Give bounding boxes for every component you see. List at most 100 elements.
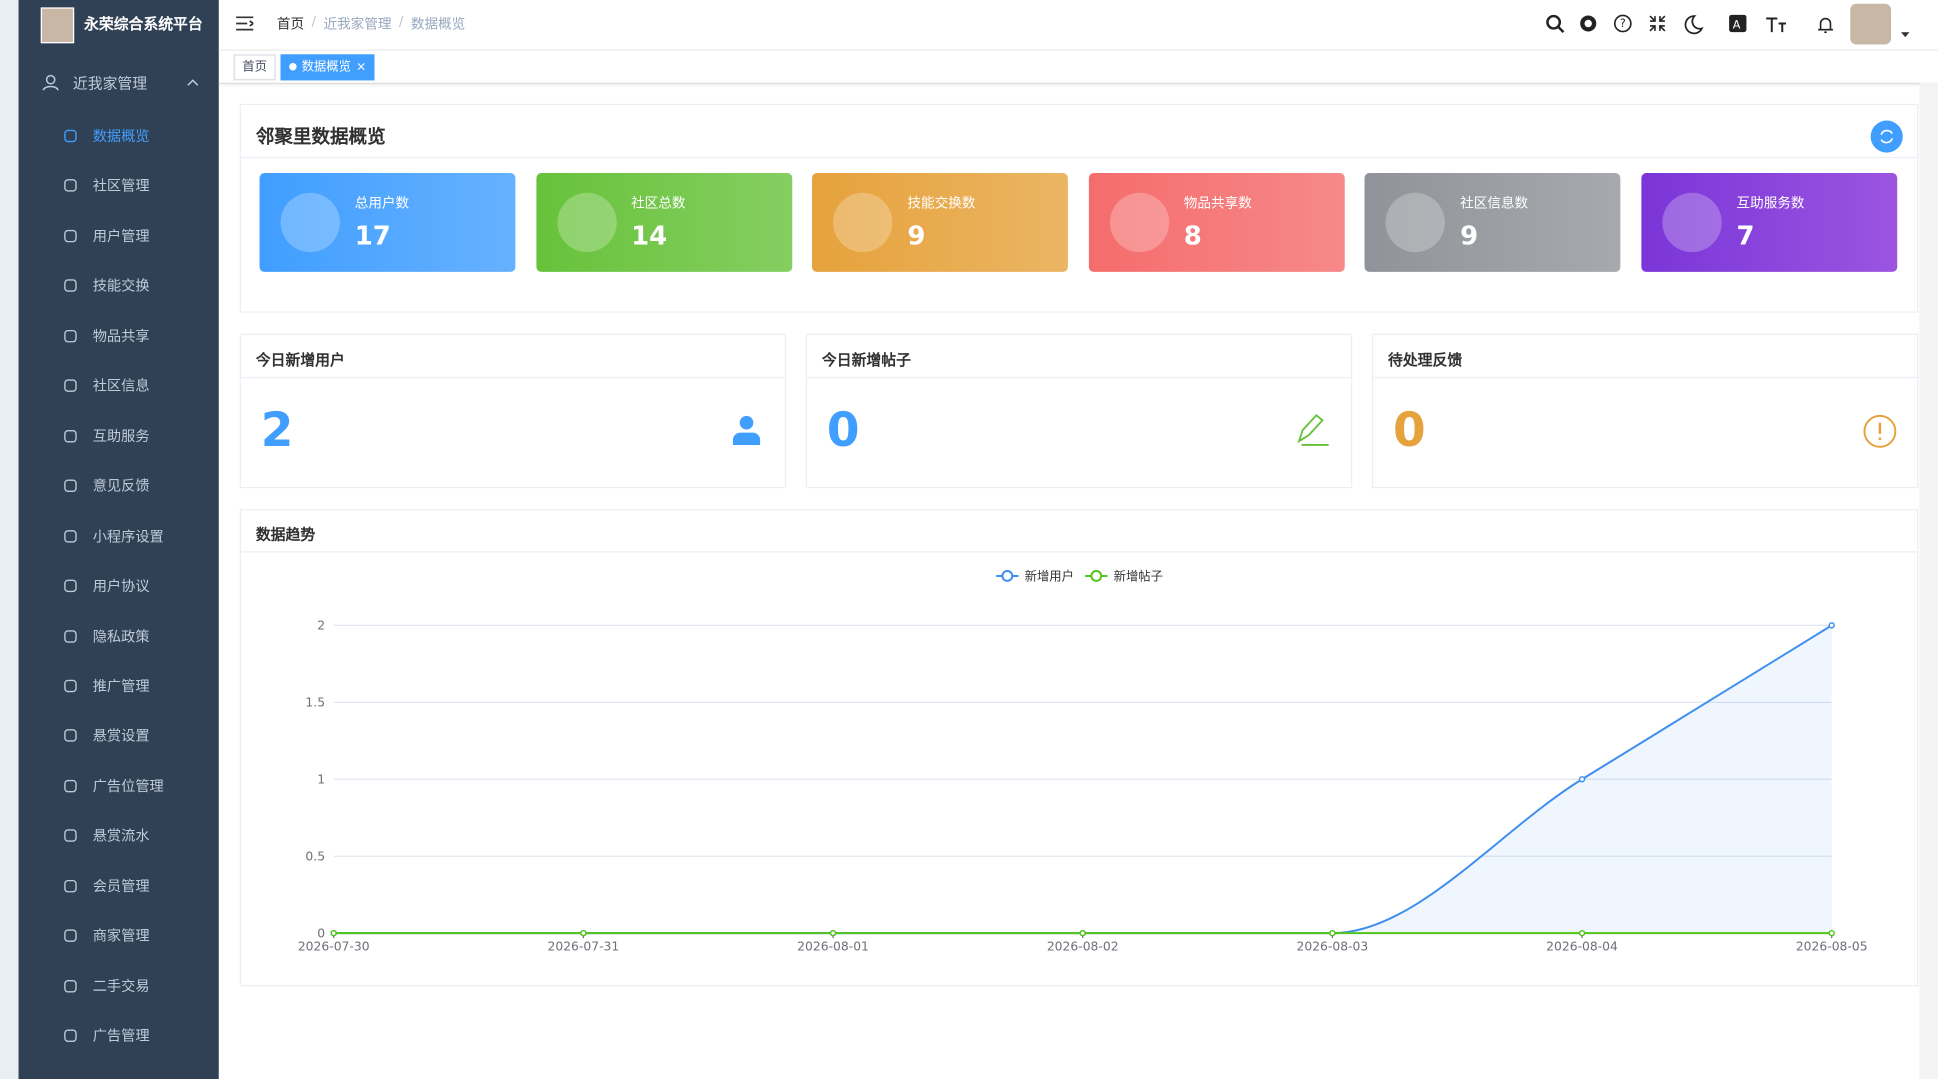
card-icon bbox=[280, 192, 340, 253]
y-tick-label: 0.5 bbox=[305, 850, 325, 864]
menu-icon-shape bbox=[64, 579, 77, 593]
chart-title: 数据趋势 bbox=[255, 525, 316, 544]
menu-item[interactable]: 用户协议 bbox=[92, 577, 150, 595]
menu-item[interactable]: 用户管理 bbox=[92, 227, 150, 245]
divider bbox=[1373, 376, 1917, 379]
menu-group[interactable]: 近我家管理 bbox=[72, 74, 148, 93]
icon-part bbox=[732, 432, 761, 445]
divider bbox=[807, 376, 1351, 379]
today-panel: 今日新增帖子 0 bbox=[805, 333, 1353, 489]
stat-card: 物品共享数 8 bbox=[1088, 173, 1345, 272]
today-icon bbox=[1863, 414, 1897, 448]
data-point bbox=[580, 929, 587, 937]
tag-label: 数据概览 bbox=[301, 60, 352, 75]
menu-icon-shape bbox=[64, 129, 77, 143]
today-value: 0 bbox=[826, 402, 860, 458]
menu-item[interactable]: 小程序设置 bbox=[92, 527, 164, 545]
tag[interactable]: 数据概览 × bbox=[280, 54, 375, 81]
chart-panel: 数据趋势 bbox=[239, 509, 1919, 987]
menu-item[interactable]: 隐私政策 bbox=[92, 627, 150, 645]
data-point bbox=[1578, 929, 1586, 937]
data-point bbox=[829, 929, 837, 937]
breadcrumb-item[interactable]: 近我家管理 bbox=[323, 16, 392, 33]
tag-label: 首页 bbox=[242, 60, 267, 75]
menu-icon bbox=[64, 1029, 77, 1043]
sidebar: 永荣综合系统平台 近我家管理 数据概览 社区管理 用户管理 技能交换 物品共享 社区信息互… bbox=[18, 0, 219, 1079]
stat-card: 总用户数 17 bbox=[259, 173, 516, 272]
menu-icon bbox=[64, 479, 77, 493]
card-icon bbox=[1662, 192, 1722, 253]
breadcrumb: 首页 / 近我家管理 / 数据概览 bbox=[277, 14, 465, 34]
side-strip bbox=[0, 0, 19, 1079]
card-label: 总用户数 bbox=[354, 195, 410, 212]
menu-item[interactable]: 数据概览 bbox=[92, 127, 150, 145]
card-label: 社区总数 bbox=[631, 195, 686, 212]
menu-item[interactable]: 社区管理 bbox=[92, 177, 150, 195]
menu-item[interactable]: 意见反馈 bbox=[92, 477, 150, 495]
svg-text:?: ? bbox=[1620, 17, 1626, 30]
tag-close: × bbox=[355, 60, 367, 75]
menu-item[interactable]: 互助服务 bbox=[92, 427, 150, 445]
menu-item[interactable]: 广告管理 bbox=[92, 1027, 150, 1045]
avatar-caret bbox=[1900, 32, 1910, 38]
stat-card: 技能交换数 9 bbox=[812, 173, 1069, 272]
card-value: 17 bbox=[354, 221, 391, 251]
scrollbar bbox=[1919, 82, 1938, 1079]
menu-icon bbox=[64, 579, 77, 593]
card-value: 8 bbox=[1183, 221, 1202, 251]
x-tick-label: 2026-08-04 bbox=[1546, 939, 1618, 953]
x-tick-label: 2026-08-05 bbox=[1796, 939, 1868, 953]
divider bbox=[241, 376, 785, 379]
svg-text:A: A bbox=[1733, 18, 1741, 31]
menu-icon bbox=[64, 879, 77, 893]
card-label: 技能交换数 bbox=[907, 195, 976, 212]
trend-chart: 0 0.5 1 1.5 2 2026-07-30 2026-07-31 2026-08-01 2… bbox=[298, 568, 1868, 953]
y-tick-label: 1.5 bbox=[305, 696, 325, 710]
menu-item[interactable]: 广告位管理 bbox=[92, 777, 164, 795]
menu-icon bbox=[64, 679, 77, 693]
breadcrumb-item[interactable]: 首页 bbox=[276, 16, 305, 33]
navbar: 首页 / 近我家管理 / 数据概览 ? A bbox=[218, 0, 1938, 51]
menu-item[interactable]: 社区信息 bbox=[92, 377, 150, 395]
legend-marker bbox=[1001, 570, 1014, 582]
menu-icon bbox=[64, 429, 77, 443]
menu-item[interactable]: 悬赏设置 bbox=[92, 727, 150, 745]
menu-item[interactable]: 悬赏流水 bbox=[92, 827, 150, 845]
data-point bbox=[1828, 929, 1835, 937]
card-label: 互助服务数 bbox=[1736, 195, 1805, 212]
menu-item[interactable]: 二手交易 bbox=[92, 977, 150, 995]
today-value: 2 bbox=[260, 402, 294, 458]
menu-icon-shape bbox=[64, 629, 77, 643]
x-tick-label: 2026-08-03 bbox=[1297, 939, 1369, 953]
legend-item[interactable]: 新增用户 bbox=[996, 568, 1074, 583]
hamburger[interactable] bbox=[236, 16, 254, 32]
menu-icon bbox=[64, 379, 77, 393]
breadcrumb-separator: / bbox=[311, 13, 317, 30]
series-area bbox=[333, 625, 1832, 934]
menu-item[interactable]: 商家管理 bbox=[92, 927, 150, 945]
menu-item[interactable]: 会员管理 bbox=[92, 877, 150, 895]
breadcrumb-item: 数据概览 bbox=[410, 16, 466, 33]
menu-icon bbox=[64, 129, 77, 143]
tag[interactable]: 首页 bbox=[233, 54, 276, 81]
legend-item[interactable]: 新增帖子 bbox=[1085, 568, 1163, 583]
data-point bbox=[1329, 929, 1336, 937]
card-value: 9 bbox=[907, 221, 926, 251]
overview-title: 邻聚里数据概览 bbox=[255, 125, 386, 148]
group-icon bbox=[42, 74, 59, 91]
menu-item[interactable]: 物品共享 bbox=[92, 327, 150, 345]
today-panel: 待处理反馈 0 bbox=[1371, 333, 1919, 489]
menu-item[interactable]: 推广管理 bbox=[92, 677, 150, 695]
icon-part bbox=[1863, 414, 1897, 448]
tag-dot bbox=[289, 63, 297, 71]
data-point bbox=[1578, 776, 1586, 783]
y-tick-label: 1 bbox=[317, 773, 325, 787]
x-tick-label: 2026-08-02 bbox=[1047, 939, 1119, 953]
toolbar-icons: ? A bbox=[1546, 14, 1833, 35]
menu-icon bbox=[64, 229, 77, 243]
refresh-button[interactable] bbox=[1870, 120, 1903, 153]
user-avatar[interactable] bbox=[1850, 3, 1892, 45]
today-title: 今日新增用户 bbox=[255, 351, 345, 369]
menu-item[interactable]: 技能交换 bbox=[92, 277, 150, 295]
